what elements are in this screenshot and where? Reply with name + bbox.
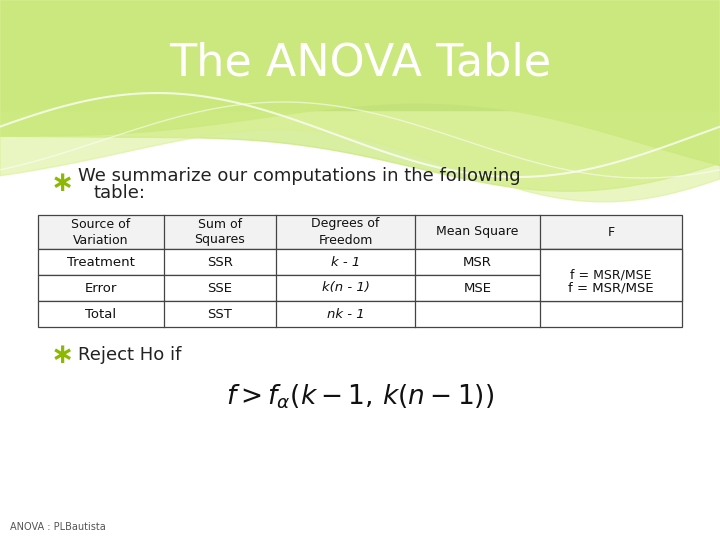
Text: f = MSR/MSE: f = MSR/MSE [570, 268, 652, 281]
Text: Treatment: Treatment [67, 255, 135, 268]
Bar [38, 249, 682, 275]
Text: ∗: ∗ [50, 169, 73, 197]
Text: ANOVA : PLBautista: ANOVA : PLBautista [10, 522, 106, 532]
Bar [38, 215, 682, 249]
Bar [0, 0, 720, 110]
Text: We summarize our computations in the following: We summarize our computations in the fol… [78, 167, 521, 185]
Text: nk - 1: nk - 1 [327, 307, 364, 321]
Polygon shape [0, 0, 720, 202]
Text: $f > f_\alpha(k-1,\, k(n-1))$: $f > f_\alpha(k-1,\, k(n-1))$ [226, 383, 494, 411]
Text: table:: table: [93, 184, 145, 202]
Text: SST: SST [207, 307, 233, 321]
Text: Total: Total [85, 307, 117, 321]
Text: Source of
Variation: Source of Variation [71, 218, 130, 246]
Text: ∗: ∗ [50, 341, 73, 369]
Text: k - 1: k - 1 [331, 255, 360, 268]
Text: SSR: SSR [207, 255, 233, 268]
Text: MSE: MSE [464, 281, 492, 294]
Text: Reject Ho if: Reject Ho if [78, 346, 181, 364]
Text: The ANOVA Table: The ANOVA Table [169, 42, 551, 84]
Text: f = MSR/MSE: f = MSR/MSE [568, 281, 654, 294]
Text: Sum of
Squares: Sum of Squares [194, 218, 246, 246]
Text: F: F [608, 226, 615, 239]
Bar [38, 275, 682, 301]
Text: Degrees of
Freedom: Degrees of Freedom [311, 218, 379, 246]
Text: k(n - 1): k(n - 1) [322, 281, 369, 294]
Polygon shape [0, 0, 720, 191]
Text: Mean Square: Mean Square [436, 226, 518, 239]
Text: MSR: MSR [463, 255, 492, 268]
Text: SSE: SSE [207, 281, 233, 294]
Text: Error: Error [85, 281, 117, 294]
Polygon shape [0, 0, 720, 165]
Bar [540, 249, 682, 301]
Bar [38, 301, 682, 327]
